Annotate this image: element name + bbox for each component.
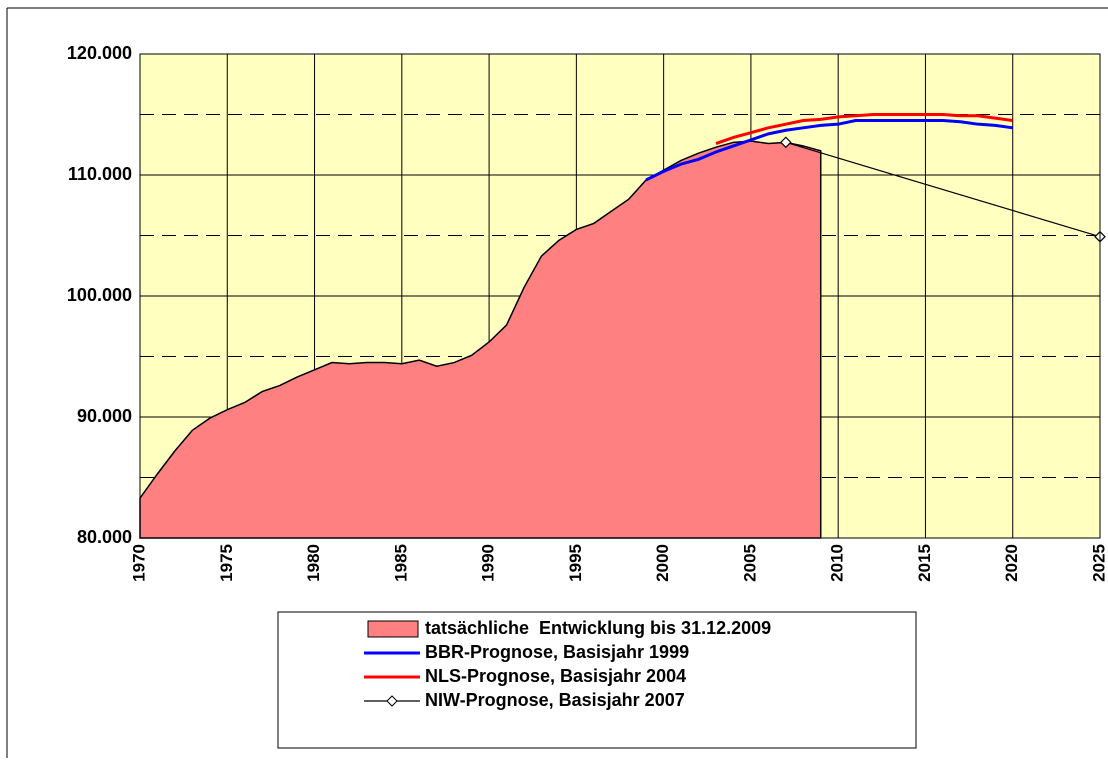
- x-tick-label: 2025: [1089, 544, 1108, 582]
- y-tick-label: 100.000: [67, 285, 132, 305]
- x-tick-label: 1980: [304, 544, 323, 582]
- x-tick-label: 2000: [653, 544, 672, 582]
- line: [785, 141, 1101, 238]
- legend: [277, 611, 917, 749]
- x-tick-label: 2010: [828, 544, 847, 582]
- y-tick-label: 110.000: [68, 164, 132, 184]
- x-tick-label: 1995: [566, 544, 585, 582]
- y-tick-label: 80.000: [77, 527, 132, 547]
- legend-label: NIW-Prognose, Basisjahr 2007: [425, 690, 685, 710]
- legend-marker: [386, 695, 398, 707]
- y-tick-label: 90.000: [77, 406, 132, 426]
- legend-label: NLS-Prognose, Basisjahr 2004: [425, 666, 686, 686]
- x-tick-label: 1985: [391, 544, 410, 582]
- line: [645, 119, 1013, 182]
- x-tick-label: 1990: [479, 544, 498, 582]
- y-tick-label: 120.000: [67, 43, 132, 63]
- legend-label: tatsächliche Entwicklung bis 31.12.2009: [425, 618, 771, 638]
- x-tick-label: 1975: [217, 544, 236, 582]
- x-tick-label: 2005: [740, 544, 759, 582]
- x-tick-label: 2015: [915, 544, 934, 582]
- x-tick-label: 1970: [129, 544, 148, 582]
- x-tick-label: 2020: [1002, 544, 1021, 582]
- plot-border: [139, 53, 1101, 539]
- legend-swatch: [367, 620, 419, 638]
- line: [715, 113, 1013, 145]
- legend-label: BBR-Prognose, Basisjahr 1999: [425, 642, 689, 662]
- area: [139, 140, 822, 539]
- marker: [779, 136, 792, 149]
